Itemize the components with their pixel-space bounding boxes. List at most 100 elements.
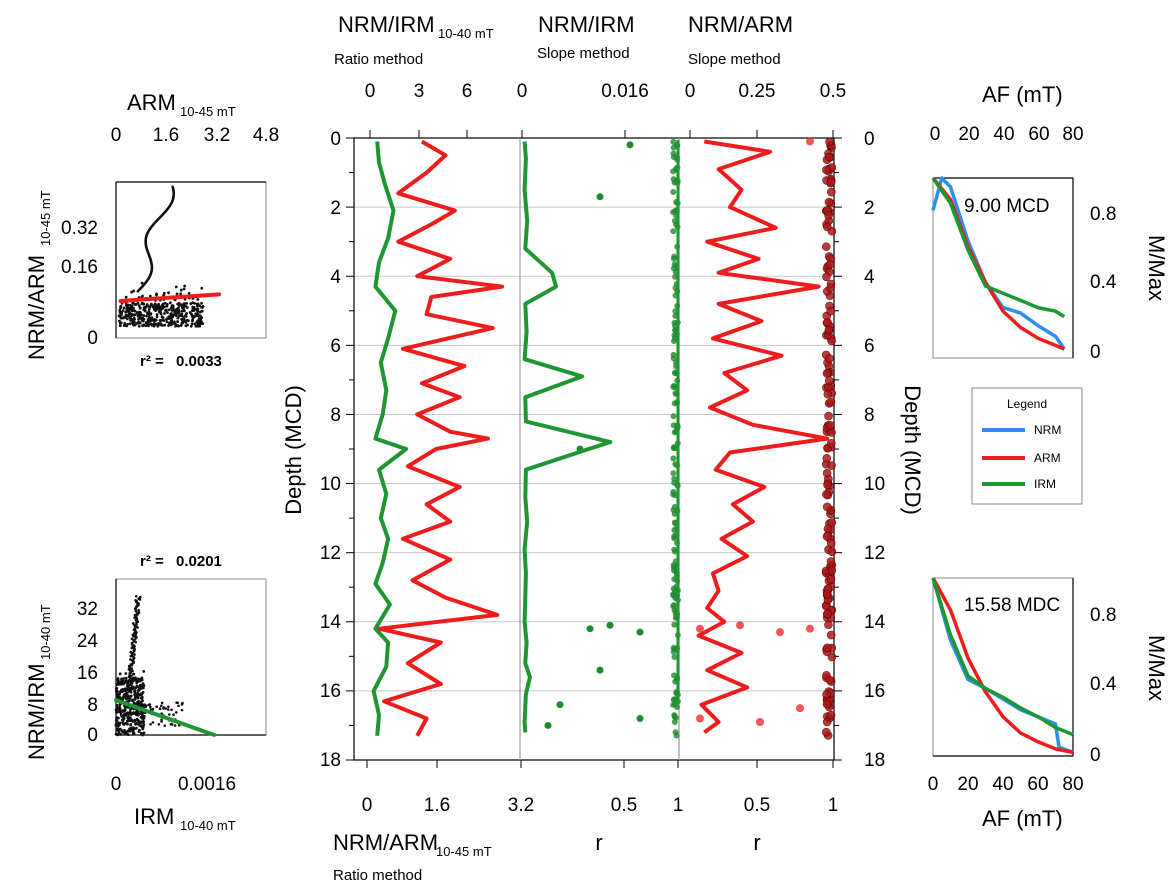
scatter-point — [170, 708, 173, 712]
scatter-point — [196, 309, 200, 313]
demag-bottom-xtick: 20 — [957, 774, 978, 795]
scatter-point — [115, 687, 118, 691]
scatter-point — [131, 728, 135, 732]
scatter-point — [169, 722, 173, 726]
scatter-point — [130, 304, 134, 308]
depth-tick-label-right: 12 — [864, 543, 885, 564]
scatter-point — [144, 705, 148, 708]
arm-r-point — [821, 242, 831, 251]
irm-r-point — [670, 567, 677, 574]
scatter-point — [130, 290, 134, 294]
arm-r-point — [826, 187, 836, 197]
scatter-point — [196, 324, 200, 328]
scatter-point — [158, 707, 162, 710]
scatter-point — [127, 664, 131, 668]
arm-r-point — [822, 502, 832, 512]
scatter-point — [147, 315, 151, 319]
scatter-point — [177, 314, 181, 318]
arm-r-point — [776, 628, 784, 637]
demag-top-ytick: 0 — [1090, 342, 1101, 363]
scatter-point — [132, 726, 135, 730]
scatter-point — [200, 286, 204, 290]
irm-r-point — [596, 666, 604, 674]
scatter-point — [144, 324, 148, 328]
irm-r-point — [670, 383, 677, 390]
irm-r-point — [671, 475, 678, 482]
scatter-point — [118, 311, 122, 315]
scatter-point — [142, 314, 146, 318]
svg-text:10-40 mT: 10-40 mT — [38, 604, 53, 660]
col3-bottom-tick: 1 — [828, 795, 839, 816]
scatter-point — [142, 720, 145, 724]
arm-r-point — [806, 624, 814, 633]
irm-r-point — [544, 721, 552, 729]
scatter-point — [172, 713, 175, 717]
scatter-point — [153, 303, 157, 307]
scatter-point — [141, 733, 145, 737]
scatter-top-xtick: 0 — [111, 125, 122, 146]
scatter-point — [141, 699, 145, 703]
irm-r-point — [636, 628, 644, 636]
arm-r-point — [827, 652, 837, 662]
scatter-point — [115, 720, 119, 723]
scatter-point — [155, 307, 159, 311]
scatter-point — [180, 309, 184, 313]
demag-bottom-annotation: 15.58 MDC — [964, 595, 1060, 616]
arm-r-point — [822, 468, 832, 478]
irm-r-point — [671, 519, 678, 526]
demag-top-xtick: 0 — [930, 124, 941, 145]
demag-bottom-panel: 0 20 40 60 80 AF (mT) 0 0.4 0.8 M/Max 15… — [928, 577, 1169, 831]
scatter-point — [155, 705, 159, 709]
scatter-point — [124, 672, 128, 675]
scatter-point — [199, 319, 203, 322]
scatter-point — [182, 315, 185, 319]
scatter-point — [152, 322, 156, 325]
scatter-bottom-points — [114, 594, 184, 737]
scatter-point — [131, 698, 135, 702]
scatter-point — [167, 705, 170, 709]
irm-r-point — [671, 533, 678, 540]
scatter-point — [149, 722, 152, 726]
demag-top-ylabel: M/Max — [1144, 235, 1169, 301]
arm-r-point — [822, 590, 832, 599]
irm-r-point — [626, 141, 634, 149]
scatter-point — [134, 594, 138, 598]
arm-r-point — [823, 389, 833, 399]
arm-r-point — [826, 306, 836, 316]
scatter-point — [153, 317, 156, 321]
scatter-point — [136, 321, 140, 325]
irm-r-point — [670, 138, 677, 145]
scatter-point — [176, 320, 180, 323]
scatter-point — [196, 302, 200, 306]
scatter-point — [117, 724, 120, 728]
col1-bottom-tick: 3.2 — [508, 795, 534, 816]
scatter-point — [174, 312, 178, 315]
scatter-point — [176, 316, 180, 320]
arm-r-point — [825, 675, 835, 685]
scatter-point — [184, 304, 188, 308]
arm-r-point — [822, 165, 831, 175]
depth-tick-label-right: 18 — [864, 750, 885, 771]
scatter-point — [171, 185, 174, 189]
scatter-point — [132, 731, 136, 735]
scatter-point — [151, 721, 155, 724]
scatter-point — [147, 324, 150, 328]
scatter-point — [118, 672, 122, 676]
scatter-top-xlabel-sub: 10-45 mT — [180, 104, 236, 119]
scatter-point — [163, 323, 167, 327]
scatter-bottom-xlabel: IRM — [134, 804, 174, 829]
arm-r-point — [696, 714, 704, 723]
scatter-point — [199, 321, 203, 325]
scatter-point — [128, 719, 132, 722]
scatter-point — [166, 708, 170, 711]
scatter-point — [147, 312, 151, 316]
depth-tick-label: 14 — [320, 612, 342, 633]
scatter-point — [176, 324, 180, 328]
scatter-point — [198, 314, 202, 318]
scatter-point — [118, 695, 121, 698]
scatter-point — [141, 294, 144, 298]
col3-top-tick: 0.25 — [739, 81, 776, 102]
scatter-point — [118, 309, 122, 312]
col3-bottom-label: r — [753, 830, 760, 855]
depth-tick-label: 8 — [330, 405, 341, 426]
